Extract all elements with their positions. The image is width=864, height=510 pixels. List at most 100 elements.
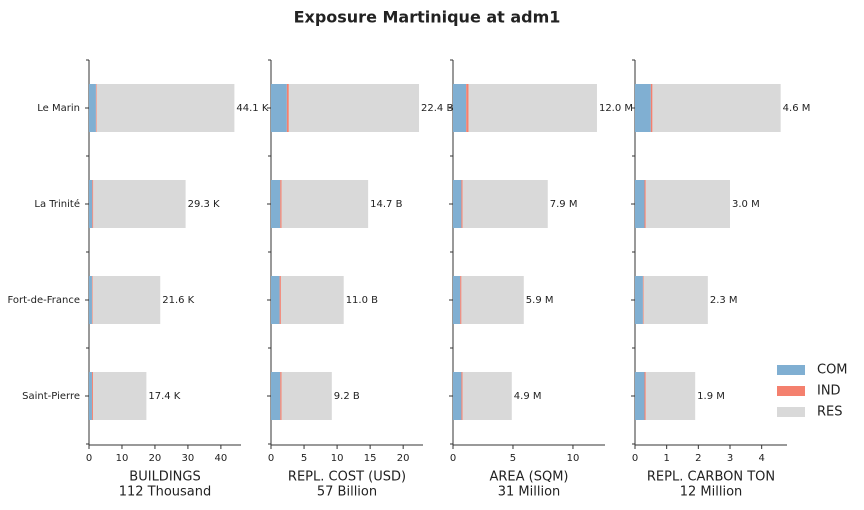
bar-segment: [92, 372, 147, 420]
bar-segment: [271, 372, 281, 420]
bar-segment: [288, 84, 420, 132]
bar-segment: [280, 372, 282, 420]
x-axis-label: REPL. COST (USD): [288, 470, 406, 485]
bar-segment: [280, 276, 344, 324]
x-tick-label: 0: [450, 453, 456, 464]
x-tick-label: 1: [663, 453, 669, 464]
x-tick-label: 30: [182, 453, 195, 464]
total-label: 3.0 M: [732, 199, 760, 210]
bar-segment: [652, 84, 781, 132]
y-tick-label: La Trinité: [34, 198, 80, 210]
bar-segment: [644, 180, 646, 228]
bar-segment: [96, 84, 235, 132]
bar-segment: [644, 372, 646, 420]
legend-swatch: [777, 365, 805, 375]
total-label: 29.3 K: [188, 199, 220, 210]
bar-segment: [635, 84, 651, 132]
bar-segment: [460, 276, 462, 324]
total-label: 21.6 K: [162, 295, 194, 306]
bar-segment: [642, 276, 644, 324]
bar-segment: [461, 180, 463, 228]
legend-label: IND: [817, 384, 841, 399]
bar-segment: [643, 276, 708, 324]
x-tick-label: 10: [567, 453, 580, 464]
bar-segment: [453, 84, 467, 132]
x-tick-label: 5: [510, 453, 516, 464]
bar-segment: [91, 276, 93, 324]
x-axis-label: 12 Million: [680, 485, 743, 500]
x-axis-label: 57 Billion: [317, 485, 377, 500]
x-tick-label: 15: [364, 453, 377, 464]
total-label: 4.6 M: [783, 103, 811, 114]
x-tick-label: 0: [86, 453, 92, 464]
bar-segment: [461, 372, 463, 420]
x-tick-label: 3: [727, 453, 733, 464]
bar-segment: [453, 372, 462, 420]
bar-segment: [93, 180, 186, 228]
bar-segment: [645, 180, 730, 228]
total-label: 4.9 M: [514, 391, 542, 402]
x-axis-label: BUILDINGS: [129, 470, 200, 485]
bar-segment: [89, 372, 92, 420]
x-tick-label: 10: [331, 453, 344, 464]
total-label: 1.9 M: [697, 391, 725, 402]
bar-segment: [635, 372, 645, 420]
bar-segment: [271, 276, 280, 324]
y-tick-label: Fort-de-France: [7, 295, 80, 306]
bar-segment: [468, 84, 597, 132]
legend-swatch: [777, 407, 805, 417]
bar-segment: [645, 372, 696, 420]
x-tick-label: 0: [632, 453, 638, 464]
x-tick-label: 10: [116, 453, 129, 464]
chart-title: Exposure Martinique at adm1: [294, 8, 561, 27]
bar-segment: [92, 276, 161, 324]
bar-segment: [635, 180, 645, 228]
x-tick-label: 40: [215, 453, 228, 464]
x-tick-label: 2: [695, 453, 701, 464]
x-axis-label: REPL. CARBON TON: [647, 470, 775, 485]
bar-segment: [89, 84, 96, 132]
bar-segment: [635, 276, 643, 324]
bar-segment: [286, 84, 289, 132]
bar-segment: [89, 180, 93, 228]
bar-segment: [91, 372, 93, 420]
total-label: 22.4 B: [421, 103, 453, 114]
bar-segment: [92, 180, 94, 228]
x-axis-label: 31 Million: [498, 485, 561, 500]
total-label: 5.9 M: [526, 295, 554, 306]
total-label: 12.0 M: [599, 103, 633, 114]
x-tick-label: 4: [758, 453, 764, 464]
bar-segment: [89, 276, 92, 324]
bar-segment: [279, 276, 281, 324]
legend-label: RES: [817, 405, 843, 420]
total-label: 14.7 B: [370, 199, 402, 210]
legend-label: COM: [817, 363, 848, 378]
x-tick-label: 20: [149, 453, 162, 464]
x-tick-label: 5: [301, 453, 307, 464]
bar-segment: [650, 84, 653, 132]
x-tick-label: 20: [397, 453, 410, 464]
total-label: 44.1 K: [236, 103, 268, 114]
bar-segment: [461, 276, 524, 324]
bar-segment: [453, 276, 461, 324]
bar-segment: [95, 84, 97, 132]
total-label: 9.2 B: [334, 391, 360, 402]
total-label: 2.3 M: [710, 295, 738, 306]
y-tick-label: Saint-Pierre: [22, 391, 80, 402]
bar-segment: [271, 180, 281, 228]
bar-segment: [280, 180, 282, 228]
bar-segment: [281, 180, 369, 228]
bar-segment: [462, 372, 512, 420]
bar-segment: [281, 372, 332, 420]
total-label: 11.0 B: [346, 295, 378, 306]
y-tick-label: Le Marin: [37, 103, 80, 114]
bar-segment: [453, 180, 462, 228]
x-tick-label: 0: [268, 453, 274, 464]
legend-swatch: [777, 386, 805, 396]
bar-segment: [462, 180, 548, 228]
bar-segment: [466, 84, 469, 132]
total-label: 7.9 M: [550, 199, 578, 210]
total-label: 17.4 K: [148, 391, 180, 402]
bar-segment: [271, 84, 287, 132]
